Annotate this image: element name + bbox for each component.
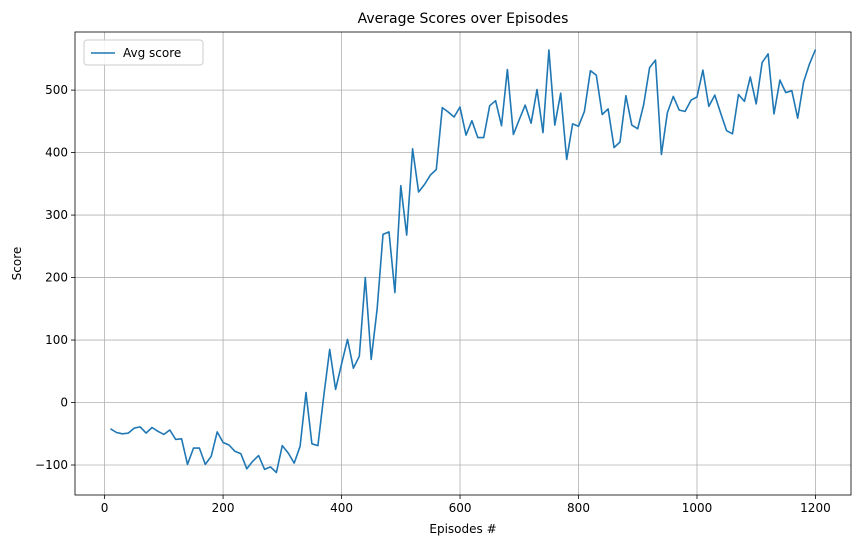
y-tick-label: 0 xyxy=(60,396,68,410)
x-tick-label: 0 xyxy=(101,501,109,515)
x-axis-ticks: 0 200 400 600 800 1000 1200 xyxy=(101,495,831,515)
legend: Avg score xyxy=(83,39,204,66)
legend-box xyxy=(83,39,204,66)
y-tick-label: 200 xyxy=(45,271,68,285)
y-tick-label: 500 xyxy=(45,83,68,97)
x-tick-label: 200 xyxy=(212,501,235,515)
series-lines xyxy=(110,49,817,474)
y-tick-label: 400 xyxy=(45,146,68,160)
x-tick-label: 400 xyxy=(330,501,353,515)
y-tick-label: −100 xyxy=(35,458,68,472)
x-tick-label: 1000 xyxy=(682,501,713,515)
plot-frame xyxy=(74,31,852,496)
x-axis-label: Episodes # xyxy=(429,522,496,536)
y-axis-label: Score xyxy=(10,247,24,281)
series-line-avg-score xyxy=(110,49,817,474)
y-tick-label: 300 xyxy=(45,208,68,222)
x-tick-label: 1200 xyxy=(800,501,831,515)
x-tick-label: 800 xyxy=(567,501,590,515)
y-axis-ticks: −100 0 100 200 300 400 500 xyxy=(35,83,75,472)
legend-label: Avg score xyxy=(123,46,181,60)
chart-title: Average Scores over Episodes xyxy=(358,11,569,27)
x-tick-label: 600 xyxy=(449,501,472,515)
y-tick-label: 100 xyxy=(45,333,68,347)
grid-lines xyxy=(75,32,851,495)
